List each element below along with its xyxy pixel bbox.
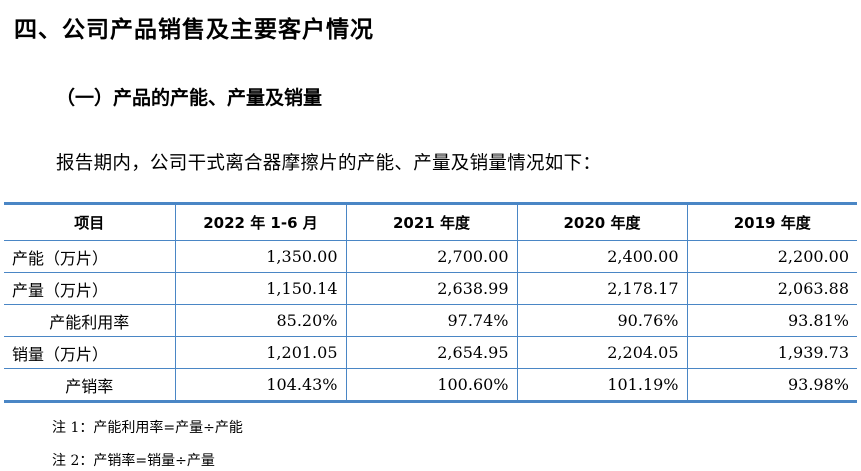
row-label: 产能利用率 [4, 304, 175, 337]
table-row: 产能利用率 85.20% 97.74% 90.76% 93.81% [4, 304, 857, 337]
cell-value: 97.74% [345, 304, 517, 337]
cell-value: 2,204.05 [516, 336, 687, 369]
row-label: 产量（万片） [4, 272, 175, 305]
intro-paragraph: 报告期内，公司干式离合器摩擦片的产能、产量及销量情况如下： [56, 153, 602, 174]
cell-value: 2,654.95 [345, 336, 517, 369]
table-header-row: 项目 2022 年 1-6 月 2021 年度 2020 年度 2019 年度 [4, 205, 857, 241]
row-label: 产能（万片） [4, 240, 175, 273]
header-2020: 2020 年度 [516, 205, 687, 241]
cell-value: 93.81% [686, 304, 857, 337]
cell-value: 2,200.00 [686, 240, 857, 273]
cell-value: 2,638.99 [345, 272, 517, 305]
table-row: 销量（万片） 1,201.05 2,654.95 2,204.05 1,939.… [4, 336, 857, 369]
section-heading: 四、公司产品销售及主要客户情况 [14, 17, 374, 43]
cell-value: 2,063.88 [686, 272, 857, 305]
subsection-heading: （一）产品的产能、产量及销量 [56, 87, 323, 109]
cell-value: 1,201.05 [174, 336, 346, 369]
row-label: 产销率 [4, 368, 175, 400]
header-item: 项目 [74, 214, 105, 232]
cell-value: 93.98% [686, 368, 857, 400]
table-row: 产销率 104.43% 100.60% 101.19% 93.98% [4, 368, 857, 400]
cell-value: 1,350.00 [174, 240, 346, 273]
cell-value: 2,700.00 [345, 240, 517, 273]
table-row: 产能（万片） 1,350.00 2,700.00 2,400.00 2,200.… [4, 240, 857, 273]
cell-value: 90.76% [516, 304, 687, 337]
row-label: 销量（万片） [4, 336, 175, 369]
capacity-table: 项目 2022 年 1-6 月 2021 年度 2020 年度 2019 年度 … [4, 202, 857, 403]
cell-value: 2,178.17 [516, 272, 687, 305]
cell-value: 100.60% [345, 368, 517, 400]
footnote-2: 注 2：产销率=销量÷产量 [52, 453, 215, 469]
header-2021: 2021 年度 [345, 205, 517, 241]
footnote-1: 注 1：产能利用率=产量÷产能 [52, 420, 243, 436]
cell-value: 101.19% [516, 368, 687, 400]
cell-value: 85.20% [174, 304, 346, 337]
header-2022h1: 2022 年 1-6 月 [174, 205, 346, 241]
cell-value: 104.43% [174, 368, 346, 400]
cell-value: 1,150.14 [174, 272, 346, 305]
cell-value: 2,400.00 [516, 240, 687, 273]
header-2019: 2019 年度 [686, 205, 857, 241]
table-row: 产量（万片） 1,150.14 2,638.99 2,178.17 2,063.… [4, 272, 857, 305]
cell-value: 1,939.73 [686, 336, 857, 369]
